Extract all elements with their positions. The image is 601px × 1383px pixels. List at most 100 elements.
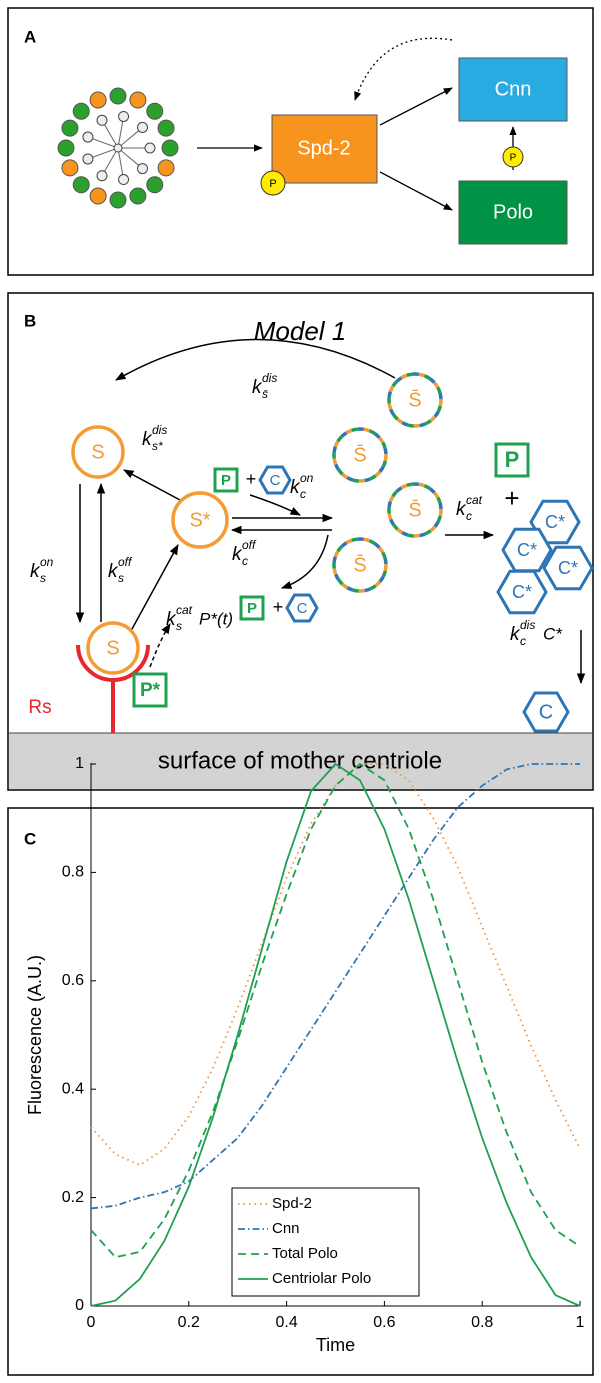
pcm-protein — [157, 159, 175, 177]
node-label: Cnn — [495, 78, 532, 100]
y-tick-label: 0.6 — [62, 972, 84, 989]
complex-ring — [387, 372, 443, 428]
arrow — [115, 338, 396, 381]
pcm-protein — [109, 191, 127, 209]
y-tick-label: 1 — [75, 755, 84, 772]
rate-sub: s̄ — [262, 387, 268, 401]
complex-ring — [387, 482, 443, 538]
polo-box — [132, 672, 168, 708]
rate-sub: s — [40, 571, 46, 585]
species-label: S* — [189, 509, 210, 531]
phospho — [502, 146, 524, 168]
species-label: C — [539, 701, 553, 723]
pcm-protein — [161, 139, 179, 157]
y-tick-label: 0.4 — [62, 1080, 84, 1097]
arrow — [149, 623, 171, 668]
legend-label: Total Polo — [272, 1245, 338, 1262]
centriole-icon — [57, 87, 179, 209]
species-label: C — [270, 472, 281, 489]
cartwheel-node — [96, 170, 108, 182]
rate-symbol: k — [108, 561, 119, 582]
cartwheel-node — [82, 153, 94, 165]
series-line — [90, 762, 581, 1307]
species-circle — [171, 491, 229, 549]
legend-label: Cnn — [272, 1220, 300, 1237]
species-label: S̄ — [408, 498, 421, 521]
pcm-protein — [129, 187, 147, 205]
phospho-label: P — [269, 178, 276, 190]
receptor — [76, 644, 150, 682]
panel-a-frame — [7, 7, 594, 276]
rate-sup: dis — [152, 423, 167, 437]
arrow — [125, 544, 179, 641]
panel-label: A — [24, 27, 36, 46]
species-label: S̄ — [408, 388, 421, 411]
species-label: P* — [140, 680, 161, 701]
cartwheel-node — [96, 114, 108, 126]
panel-label: C — [24, 829, 36, 848]
complex-ring — [332, 427, 388, 483]
series-line — [90, 762, 581, 1259]
rate-sup: off — [118, 555, 133, 569]
complex-ring — [332, 537, 388, 593]
rate-symbol: k — [510, 624, 521, 645]
arrow — [123, 469, 181, 501]
species-label: S — [91, 441, 104, 463]
hub — [113, 143, 123, 153]
model-title: Model 1 — [254, 316, 347, 346]
y-tick-label: 0.2 — [62, 1189, 84, 1206]
rate-symbol: k — [290, 477, 301, 498]
panel-label: B — [24, 311, 36, 330]
pcm-protein — [146, 102, 164, 120]
species-label: S — [106, 637, 119, 659]
polo-box — [213, 467, 239, 493]
y-axis-label: Fluorescence (A.U.) — [25, 955, 45, 1115]
node-label: Spd-2 — [297, 137, 350, 159]
legend-label: Centriolar Polo — [272, 1270, 371, 1287]
species-label: C — [297, 600, 308, 617]
species-label: P — [505, 447, 520, 472]
rate-symbol: k — [252, 377, 263, 398]
cartwheel-node — [118, 174, 130, 186]
surface — [9, 733, 592, 789]
rate-sub: c — [242, 554, 248, 568]
feedback-arrow — [354, 37, 453, 101]
spd2-node — [271, 114, 378, 184]
species-label: S̄ — [353, 553, 366, 576]
x-tick-label: 1 — [576, 1314, 585, 1331]
rate-sub: s — [118, 571, 124, 585]
receptor-label: Rs — [28, 697, 51, 718]
rate-sup: dis — [262, 371, 277, 385]
pcm-protein — [129, 91, 147, 109]
species-label: C* — [558, 558, 578, 578]
species-label: S̄ — [353, 443, 366, 466]
species-label: C* — [545, 512, 565, 532]
hexagon — [496, 569, 548, 615]
cnn-node — [458, 57, 568, 122]
plus: + — [246, 469, 257, 489]
rate-symbol: k — [30, 561, 41, 582]
complex-ring — [387, 372, 443, 428]
x-tick-label: 0.8 — [471, 1314, 493, 1331]
hexagon — [285, 593, 319, 623]
reaction-arrows — [75, 338, 586, 685]
species-label: C* — [517, 540, 537, 560]
pcm-protein — [61, 119, 79, 137]
pcm-protein — [89, 91, 107, 109]
rate-sup: cat — [466, 493, 483, 507]
complex-ring — [332, 537, 388, 593]
legend-box — [231, 1187, 420, 1297]
arrow — [379, 171, 453, 211]
complex-ring — [332, 427, 388, 483]
species-circle — [86, 621, 140, 675]
cartwheel-node — [118, 110, 130, 122]
rate-sup: cat — [176, 603, 193, 617]
rate-sub: c — [300, 487, 306, 501]
cartwheel-node — [137, 163, 149, 175]
x-tick-label: 0 — [87, 1314, 96, 1331]
panel-b-frame — [7, 292, 594, 791]
rate-sup: on — [40, 555, 54, 569]
polo-node — [458, 180, 568, 245]
